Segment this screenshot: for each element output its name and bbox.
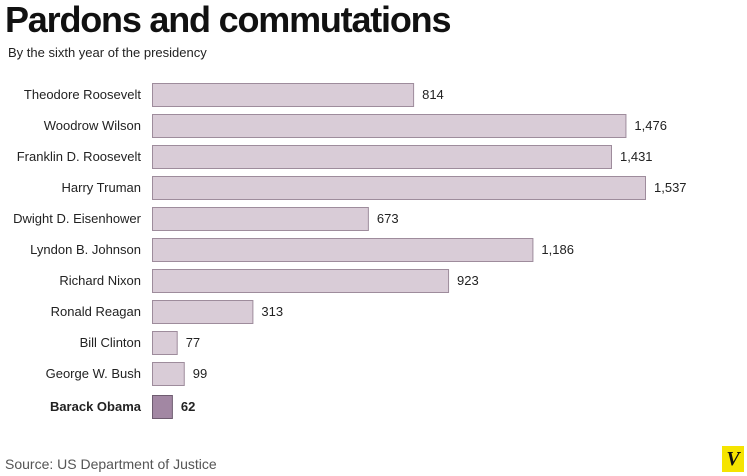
value-label-harry-truman: 1,537 bbox=[654, 180, 687, 195]
value-label-franklin-d-roosevelt: 1,431 bbox=[620, 149, 653, 164]
value-label-lyndon-b-johnson: 1,186 bbox=[541, 242, 574, 257]
bar-george-w-bush bbox=[152, 362, 185, 386]
bar-franklin-d-roosevelt bbox=[152, 145, 612, 169]
chart-title: Pardons and commutations bbox=[5, 0, 451, 40]
vox-logo: V bbox=[722, 446, 744, 472]
bar-ronald-reagan bbox=[152, 300, 254, 324]
category-label-bill-clinton: Bill Clinton bbox=[80, 335, 141, 350]
category-label-franklin-d-roosevelt: Franklin D. Roosevelt bbox=[17, 149, 142, 164]
category-label-dwight-d-eisenhower: Dwight D. Eisenhower bbox=[13, 211, 142, 226]
category-label-woodrow-wilson: Woodrow Wilson bbox=[44, 118, 141, 133]
value-label-dwight-d-eisenhower: 673 bbox=[377, 211, 399, 226]
chart-subtitle: By the sixth year of the presidency bbox=[8, 45, 207, 60]
source-note: Source: US Department of Justice bbox=[5, 456, 217, 472]
value-label-ronald-reagan: 313 bbox=[261, 304, 283, 319]
bar-richard-nixon bbox=[152, 269, 450, 293]
category-label-george-w-bush: George W. Bush bbox=[46, 366, 141, 381]
value-label-theodore-roosevelt: 814 bbox=[422, 87, 444, 102]
bar-harry-truman bbox=[152, 176, 646, 200]
category-label-barack-obama: Barack Obama bbox=[50, 399, 142, 414]
bar-barack-obama bbox=[152, 395, 173, 419]
value-label-barack-obama: 62 bbox=[181, 399, 195, 414]
bar-dwight-d-eisenhower bbox=[152, 207, 369, 231]
value-label-woodrow-wilson: 1,476 bbox=[634, 118, 667, 133]
bar-woodrow-wilson bbox=[152, 114, 627, 138]
value-label-richard-nixon: 923 bbox=[457, 273, 479, 288]
category-label-harry-truman: Harry Truman bbox=[62, 180, 141, 195]
category-label-richard-nixon: Richard Nixon bbox=[59, 273, 141, 288]
value-label-george-w-bush: 99 bbox=[193, 366, 207, 381]
value-label-bill-clinton: 77 bbox=[186, 335, 200, 350]
bar-theodore-roosevelt bbox=[152, 83, 415, 107]
category-label-ronald-reagan: Ronald Reagan bbox=[51, 304, 141, 319]
category-label-lyndon-b-johnson: Lyndon B. Johnson bbox=[30, 242, 141, 257]
bar-bill-clinton bbox=[152, 331, 178, 355]
category-label-theodore-roosevelt: Theodore Roosevelt bbox=[24, 87, 141, 102]
bar-lyndon-b-johnson bbox=[152, 238, 534, 262]
